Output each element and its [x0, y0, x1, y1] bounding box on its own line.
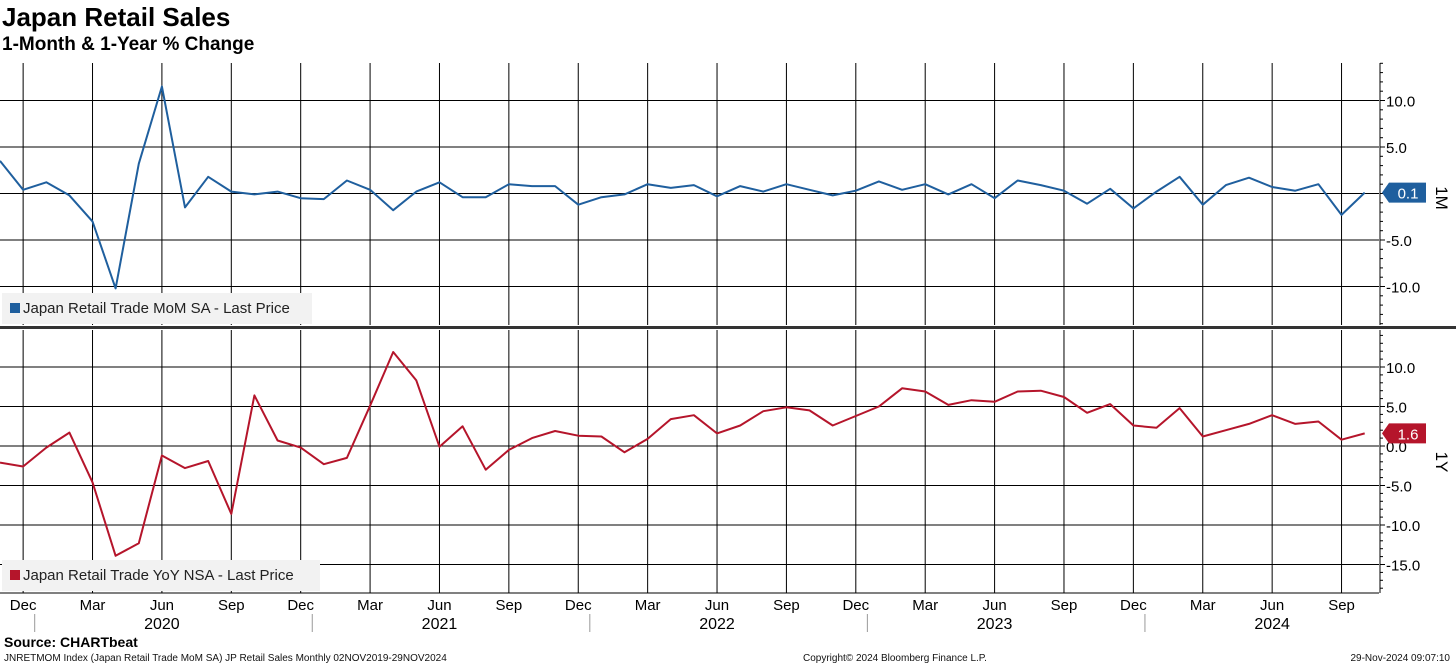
xtick-month-label: Jun — [1260, 597, 1284, 614]
legend-box-mom — [2, 293, 312, 324]
legend-swatch-yoy — [10, 570, 20, 580]
axes: 10.05.0-5.0-10.010.05.00.0-5.0-10.0-15.0… — [0, 62, 1456, 633]
xtick-month-label: Dec — [10, 597, 37, 614]
xtick-month-label: Mar — [1190, 597, 1216, 614]
xtick-year-label: 2021 — [422, 616, 458, 633]
last-value-mom: 0.1 — [1398, 186, 1419, 203]
last-value-tag-mom — [1382, 182, 1426, 203]
legends: Japan Retail Trade MoM SA - Last Price J… — [2, 293, 320, 591]
series-line-mom — [0, 85, 1366, 290]
xtick-month-label: Mar — [80, 597, 106, 614]
source-note: Source: CHARTbeat — [4, 634, 138, 650]
xtick-year-label: 2022 — [699, 616, 735, 633]
axis-label-1m: 1M — [1432, 186, 1451, 210]
xtick-month-label: Dec — [287, 597, 314, 614]
xtick-year-label: 2023 — [977, 616, 1013, 633]
ytick-label: -10.0 — [1386, 518, 1420, 535]
xtick-month-label: Jun — [982, 597, 1006, 614]
axis-label-1y: 1Y — [1432, 452, 1451, 473]
legend-swatch-mom — [10, 303, 20, 313]
chart-title: Japan Retail Sales — [2, 2, 231, 32]
index-note: JNRETMOM Index (Japan Retail Trade MoM S… — [4, 653, 447, 664]
legend-box-yoy — [2, 560, 320, 591]
xtick-month-label: Sep — [218, 597, 245, 614]
xtick-month-label: Sep — [1328, 597, 1355, 614]
ytick-label: 10.0 — [1386, 360, 1415, 377]
ytick-label: 5.0 — [1386, 140, 1407, 157]
xtick-month-label: Dec — [565, 597, 592, 614]
last-value-labels: 0.1 1.6 — [1382, 182, 1426, 444]
grid-lines — [0, 63, 1379, 593]
xtick-month-label: Mar — [357, 597, 383, 614]
copyright-note: Copyright© 2024 Bloomberg Finance L.P. — [803, 653, 987, 664]
xtick-month-label: Jun — [427, 597, 451, 614]
xtick-year-label: 2024 — [1254, 616, 1290, 633]
last-value-yoy: 1.6 — [1398, 426, 1419, 443]
xtick-month-label: Dec — [1120, 597, 1147, 614]
series-lines — [0, 85, 1366, 557]
last-value-tag-yoy — [1382, 423, 1426, 444]
ytick-label: 10.0 — [1386, 94, 1415, 111]
xtick-month-label: Jun — [150, 597, 174, 614]
ytick-label: -10.0 — [1386, 280, 1420, 297]
xtick-month-label: Sep — [773, 597, 800, 614]
xtick-month-label: Sep — [496, 597, 523, 614]
ytick-label: -15.0 — [1386, 558, 1420, 575]
xtick-month-label: Sep — [1051, 597, 1078, 614]
xtick-year-label: 2020 — [144, 616, 180, 633]
ytick-label: -5.0 — [1386, 233, 1412, 250]
legend-text-yoy: Japan Retail Trade YoY NSA - Last Price — [23, 567, 294, 584]
xtick-month-label: Dec — [842, 597, 869, 614]
xtick-month-label: Mar — [912, 597, 938, 614]
xtick-month-label: Mar — [635, 597, 661, 614]
legend-text-mom: Japan Retail Trade MoM SA - Last Price — [23, 300, 290, 317]
ytick-label: -5.0 — [1386, 479, 1412, 496]
timestamp: 29-Nov-2024 09:07:10 — [1350, 653, 1450, 664]
xtick-month-label: Jun — [705, 597, 729, 614]
series-line-yoy — [0, 351, 1365, 557]
chart-subtitle: 1-Month & 1-Year % Change — [2, 34, 255, 55]
ytick-label: 5.0 — [1386, 400, 1407, 417]
